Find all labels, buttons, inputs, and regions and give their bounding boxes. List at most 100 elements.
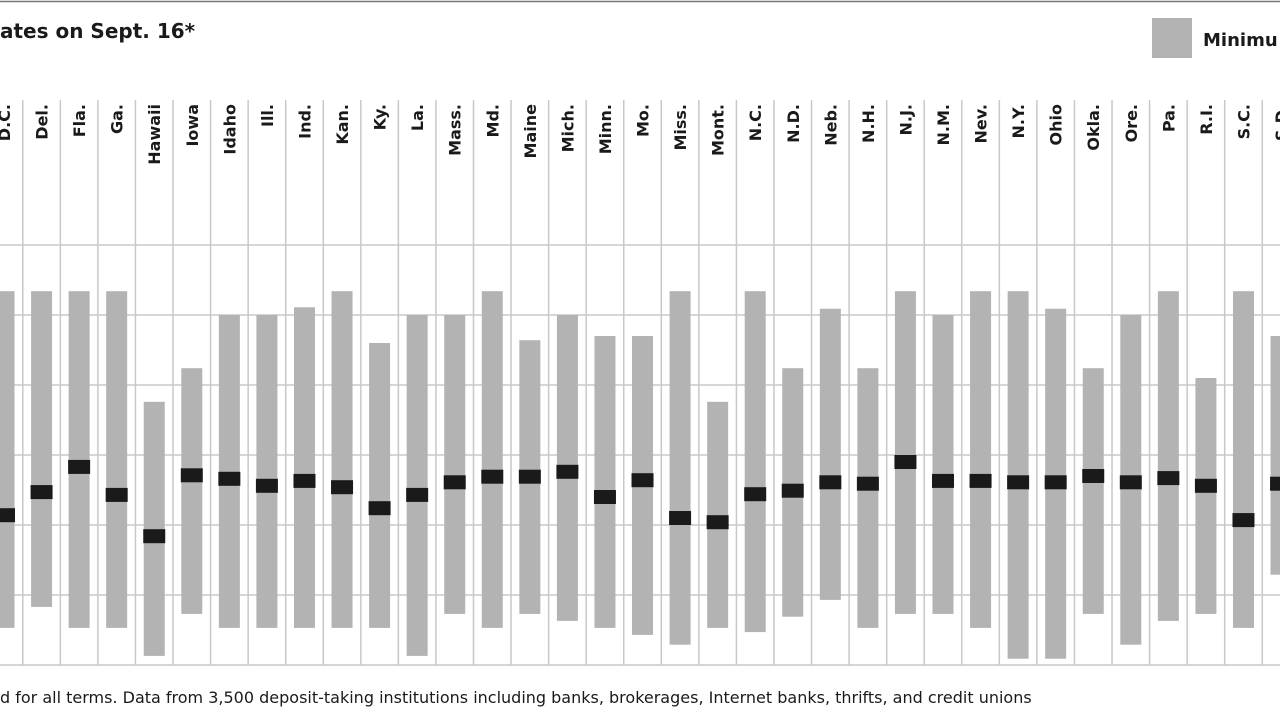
x-tick-label: Kan. — [333, 104, 352, 145]
average-marker — [1270, 476, 1280, 491]
average-marker — [1194, 478, 1217, 493]
range-bar — [1270, 336, 1280, 575]
average-marker — [706, 515, 729, 530]
x-tick-label: N.J. — [896, 104, 915, 136]
average-marker — [1119, 475, 1142, 490]
x-tick-label: Okla. — [1084, 104, 1103, 151]
average-marker — [969, 473, 992, 488]
average-marker — [1157, 471, 1180, 486]
x-tick-label: D.C. — [0, 104, 14, 141]
range-bar — [31, 291, 53, 607]
average-marker — [781, 483, 804, 498]
x-tick-label: N.Y. — [1009, 104, 1028, 138]
range-bar — [1007, 291, 1029, 659]
x-tick-label: N.D. — [784, 104, 803, 143]
range-bar — [1195, 378, 1217, 614]
average-marker — [0, 508, 15, 523]
average-marker — [1232, 513, 1255, 528]
average-marker — [30, 485, 53, 500]
average-marker — [1007, 475, 1030, 490]
average-marker — [856, 476, 879, 491]
x-tick-label: Ohio — [1047, 104, 1066, 145]
range-bar — [331, 291, 353, 628]
range-bar — [857, 368, 879, 628]
chart-title: ates on Sept. 16* — [0, 19, 196, 43]
average-marker — [331, 480, 354, 495]
average-marker — [669, 511, 692, 525]
average-marker — [1082, 469, 1105, 483]
average-marker — [593, 490, 616, 504]
range-bar — [894, 291, 916, 614]
x-tick-label: Ill. — [258, 104, 277, 127]
range-bar — [707, 401, 729, 628]
range-bar — [68, 291, 90, 628]
range-bar — [594, 336, 616, 628]
range-bar — [218, 315, 240, 628]
range-bar — [744, 291, 766, 633]
range-bar — [256, 315, 278, 628]
x-tick-label: Mich. — [558, 104, 577, 152]
x-tick-label: N.C. — [746, 104, 765, 141]
average-marker — [368, 501, 391, 516]
average-marker — [443, 475, 466, 490]
x-tick-label: S.C. — [1234, 104, 1253, 139]
x-tick-label: Mass. — [446, 104, 465, 156]
average-marker — [218, 471, 241, 486]
average-marker — [744, 487, 767, 502]
x-tick-label: Ky. — [371, 104, 390, 130]
range-bar — [406, 315, 428, 656]
x-tick-label: Fla. — [70, 104, 89, 137]
average-marker — [631, 473, 654, 488]
range-bar — [181, 368, 203, 614]
x-tick-label: Neb. — [821, 104, 840, 146]
x-tick-label: Pa. — [1159, 104, 1178, 132]
x-tick-label: Ore. — [1122, 104, 1141, 142]
average-marker — [255, 478, 278, 493]
range-bar — [970, 291, 992, 628]
range-bar — [819, 308, 841, 600]
x-tick-label: Md. — [483, 104, 502, 137]
average-marker — [932, 473, 954, 488]
average-marker — [518, 469, 541, 484]
x-tick-label: S.D. — [1272, 104, 1280, 141]
range-bar — [1157, 291, 1179, 621]
legend-label: Minimu — [1203, 30, 1278, 51]
average-marker — [819, 475, 842, 490]
x-tick-label: N.M. — [934, 104, 953, 145]
x-tick-label: Minn. — [596, 104, 615, 154]
average-marker — [68, 459, 91, 474]
x-tick-label: Mont. — [709, 104, 728, 156]
range-bar — [369, 343, 391, 628]
average-marker — [293, 473, 316, 488]
average-marker — [1044, 475, 1067, 490]
x-tick-label: La. — [408, 104, 427, 131]
average-marker — [143, 529, 166, 544]
x-tick-label: N.H. — [859, 104, 878, 143]
range-bar — [932, 315, 954, 614]
range-bar — [1232, 291, 1254, 628]
average-marker — [481, 469, 504, 484]
x-tick-label: Miss. — [671, 104, 690, 151]
average-marker — [406, 487, 429, 502]
x-tick-label: Del. — [33, 104, 52, 140]
x-tick-label: Nev. — [972, 104, 991, 143]
x-tick-label: Hawaii — [145, 104, 164, 165]
average-marker — [894, 455, 917, 469]
x-tick-label: R.I. — [1197, 104, 1216, 135]
range-bar — [1082, 368, 1104, 614]
legend-swatch — [1152, 18, 1192, 58]
x-tick-label: Iowa — [183, 104, 202, 147]
average-marker — [180, 468, 203, 483]
x-tick-label: Maine — [521, 104, 540, 159]
x-tick-label: Idaho — [220, 104, 239, 155]
x-tick-label: Mo. — [634, 104, 653, 137]
range-bar — [444, 315, 466, 614]
average-marker — [556, 464, 579, 479]
range-bar — [293, 307, 315, 628]
footnote: d for all terms. Data from 3,500 deposit… — [0, 688, 1032, 707]
range-bar — [143, 401, 165, 656]
range-bar — [669, 291, 691, 645]
average-marker — [105, 487, 128, 502]
